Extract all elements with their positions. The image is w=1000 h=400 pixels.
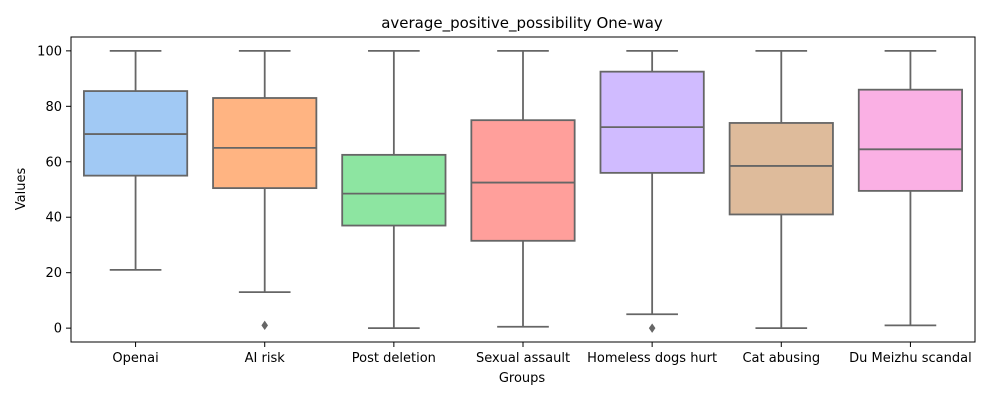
plot-area: Openai AI risk Post deletion Sexual assault…	[37, 36, 976, 366]
box-6	[857, 88, 963, 192]
y-tick-label: 20	[45, 266, 62, 281]
x-tick-label: Du Meizhu scandal	[849, 351, 972, 366]
x-tick-label: Openai	[112, 351, 158, 366]
y-tick-label: 60	[45, 155, 62, 170]
x-tick-label: Homeless dogs hurt	[587, 351, 717, 366]
chart-title: average_positive_possibility One-way	[381, 14, 663, 33]
box-5	[728, 122, 834, 216]
box-2	[341, 153, 447, 227]
x-tick-label: Cat abusing	[742, 351, 820, 366]
y-tick-label: 80	[45, 100, 62, 115]
x-tick-label: Post deletion	[352, 351, 436, 366]
box-1	[212, 97, 318, 190]
y-axis-label: Values	[14, 168, 29, 211]
x-tick-label: AI risk	[245, 351, 286, 366]
y-tick-label: 40	[45, 211, 62, 226]
box-3	[470, 119, 576, 242]
x-axis-label: Groups	[499, 371, 546, 386]
x-tick-label: Sexual assault	[476, 351, 570, 366]
box-4	[599, 70, 705, 174]
y-tick-label: 100	[37, 44, 62, 59]
plot-frame	[70, 36, 976, 343]
outlier-point	[648, 323, 656, 333]
y-tick-label: 0	[54, 322, 62, 337]
outlier-point	[261, 320, 269, 331]
